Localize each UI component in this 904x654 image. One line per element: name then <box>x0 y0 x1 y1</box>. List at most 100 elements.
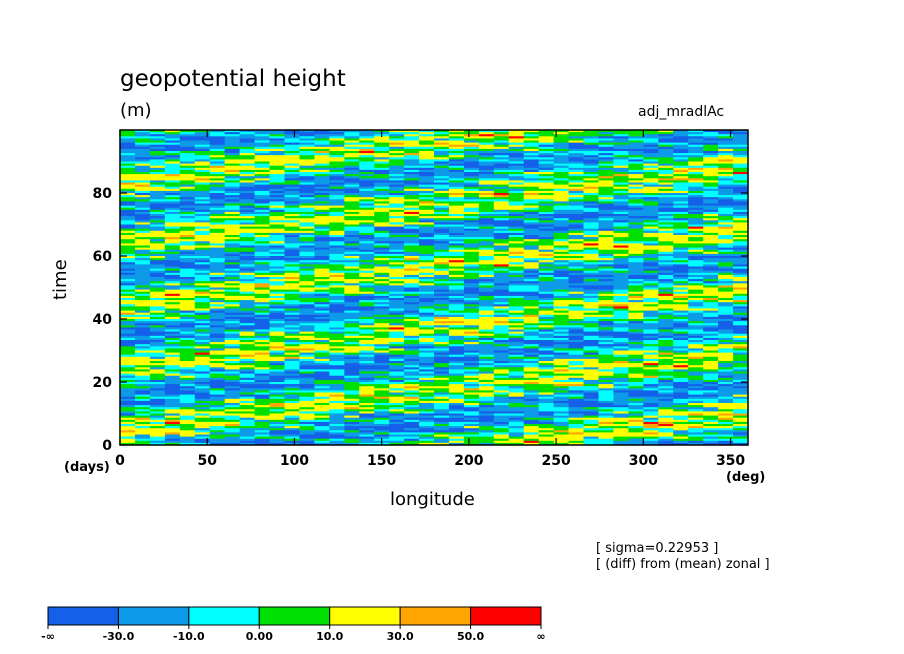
heatmap-cell <box>359 197 375 200</box>
heatmap-cell <box>120 350 136 353</box>
heatmap-cell <box>733 342 748 345</box>
heatmap-cell <box>224 363 241 366</box>
heatmap-cell <box>718 138 734 141</box>
heatmap-cell <box>359 302 375 305</box>
heatmap-cell <box>134 186 151 190</box>
heatmap-cell <box>508 264 525 267</box>
heatmap-cell <box>329 211 345 215</box>
heatmap-cell <box>299 285 315 288</box>
heatmap-cell <box>254 306 271 309</box>
heatmap-cell <box>553 151 570 154</box>
heatmap-cell <box>478 373 495 377</box>
heatmap-cell <box>448 289 465 293</box>
heatmap-cell <box>299 146 315 150</box>
heatmap-cell <box>553 300 570 303</box>
heatmap-cell <box>149 258 166 261</box>
heatmap-cell <box>404 285 420 288</box>
heatmap-cell <box>239 304 256 307</box>
heatmap-cell <box>658 222 674 225</box>
heatmap-cell <box>374 220 390 223</box>
heatmap-cell <box>299 356 315 360</box>
heatmap-cell <box>120 176 136 179</box>
heatmap-cell <box>673 226 689 230</box>
heatmap-cell <box>733 169 748 173</box>
heatmap-cell <box>478 331 495 335</box>
heatmap-cell <box>583 369 600 372</box>
heatmap-cell <box>583 352 600 356</box>
heatmap-cell <box>613 304 629 307</box>
heatmap-cell <box>164 256 181 259</box>
heatmap-cell <box>389 331 405 335</box>
heatmap-cell <box>344 356 360 360</box>
heatmap-cell <box>448 153 465 156</box>
heatmap-cell <box>463 266 480 269</box>
heatmap-cell <box>284 245 301 248</box>
chart-unit: (m) <box>120 100 152 121</box>
heatmap-cell <box>239 321 256 324</box>
heatmap-cell <box>448 371 465 374</box>
heatmap-cell <box>209 285 226 288</box>
heatmap-cell <box>434 148 450 152</box>
heatmap-cell <box>478 258 495 261</box>
heatmap-cell <box>434 281 450 284</box>
heatmap-cell <box>239 228 256 232</box>
heatmap-cell <box>329 306 345 309</box>
heatmap-cell <box>224 182 241 185</box>
heatmap-cell <box>344 308 360 311</box>
heatmap-cell <box>463 235 480 238</box>
heatmap-cell <box>194 365 211 368</box>
heatmap-cell <box>194 335 211 339</box>
heatmap-cell <box>508 327 525 330</box>
heatmap-cell <box>404 283 420 286</box>
heatmap-cell <box>389 218 405 221</box>
heatmap-cell <box>149 371 166 374</box>
heatmap-cell <box>299 314 315 318</box>
heatmap-cell <box>239 293 256 297</box>
heatmap-cell <box>284 274 301 278</box>
heatmap-cell <box>344 369 360 372</box>
heatmap-cell <box>344 182 360 185</box>
heatmap-cell <box>448 335 465 339</box>
heatmap-cell <box>643 262 659 265</box>
heatmap-cell <box>493 356 510 360</box>
heatmap-cell <box>389 371 405 374</box>
heatmap-cell <box>434 130 450 133</box>
heatmap-cell <box>643 344 659 347</box>
heatmap-cell <box>703 241 719 244</box>
heatmap-cell <box>628 256 644 259</box>
heatmap-cell <box>598 186 615 190</box>
heatmap-cell <box>299 377 315 381</box>
heatmap-cell <box>239 230 256 234</box>
heatmap-cell <box>194 201 211 204</box>
heatmap-cell <box>673 199 689 202</box>
heatmap-cell <box>329 337 345 341</box>
heatmap-cell <box>269 277 286 280</box>
heatmap-cell <box>718 205 734 209</box>
heatmap-cell <box>359 321 375 324</box>
heatmap-cell <box>523 281 540 284</box>
heatmap-cell <box>493 180 510 183</box>
heatmap-cell <box>673 153 689 156</box>
heatmap-cell <box>389 287 405 290</box>
heatmap-cell <box>478 291 495 295</box>
heatmap-cell <box>703 174 719 177</box>
heatmap-cell <box>523 302 540 305</box>
heatmap-cell <box>478 310 495 314</box>
heatmap-cell <box>628 176 644 179</box>
heatmap-cell <box>269 344 286 347</box>
heatmap-cell <box>688 293 704 297</box>
heatmap-cell <box>149 369 166 372</box>
heatmap-cell <box>508 293 525 297</box>
heatmap-cell <box>643 247 659 251</box>
heatmap-cell <box>733 186 748 190</box>
heatmap-cell <box>374 174 390 177</box>
heatmap-cell <box>688 285 704 288</box>
heatmap-cell <box>703 186 719 190</box>
heatmap-cell <box>329 277 345 280</box>
heatmap-cell <box>254 174 271 177</box>
heatmap-cell <box>478 197 495 200</box>
heatmap-cell <box>134 262 151 265</box>
heatmap-cell <box>493 159 510 162</box>
heatmap-cell <box>493 321 510 324</box>
heatmap-cell <box>404 235 420 238</box>
